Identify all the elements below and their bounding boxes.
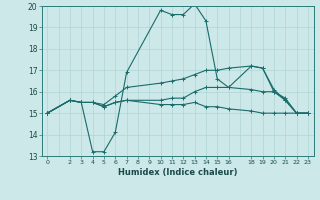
X-axis label: Humidex (Indice chaleur): Humidex (Indice chaleur) bbox=[118, 168, 237, 177]
